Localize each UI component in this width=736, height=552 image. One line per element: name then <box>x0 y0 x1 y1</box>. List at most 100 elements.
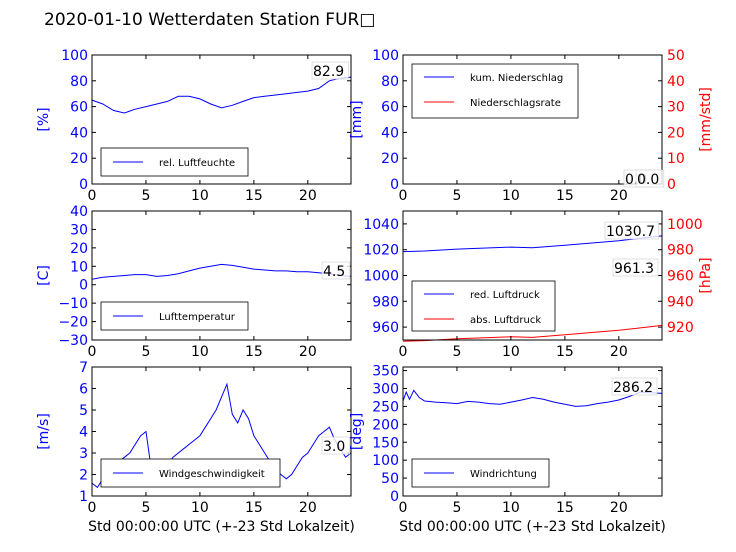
series-line-red-luftdruck <box>402 235 663 253</box>
x-tick-label: 20 <box>299 188 317 204</box>
y-tick-label: 0 <box>79 177 88 193</box>
y-axis-label: [mm] <box>349 100 365 138</box>
y-tick-label: 250 <box>372 399 399 415</box>
y-tick-label: 300 <box>372 382 399 398</box>
y-tick-label: 100 <box>61 48 88 64</box>
axes-frame <box>91 210 352 341</box>
y-tick-label: 4 <box>79 425 88 441</box>
y-tick-label: 350 <box>372 364 399 380</box>
x-tick-label: 0 <box>88 500 97 516</box>
axes-frame <box>91 54 352 185</box>
y2-axis-label: [hPa] <box>698 257 714 293</box>
x-tick-label: 10 <box>191 344 209 360</box>
x-tick-label: 20 <box>610 500 628 516</box>
y-tick-label: 20 <box>381 151 399 167</box>
y2-tick-label: 940 <box>667 294 694 310</box>
series-line-lufttemperatur <box>91 263 352 280</box>
y-tick-label: 60 <box>70 100 88 116</box>
x-tick-label: 20 <box>610 188 628 204</box>
y-tick-label: 200 <box>372 417 399 433</box>
x-tick-label: 0 <box>399 188 408 204</box>
last-value-label: 4.5 <box>323 264 345 280</box>
x-tick-label: 5 <box>141 344 150 360</box>
x-tick-label: 0 <box>399 344 408 360</box>
last-value-label: 961.3 <box>614 261 654 277</box>
x-tick-label: 0 <box>399 500 408 516</box>
y-axis-label: [deg] <box>349 413 365 450</box>
x-tick-label: 0 <box>88 344 97 360</box>
y-tick-label: 60 <box>381 100 399 116</box>
y-tick-label: 50 <box>381 471 399 487</box>
last-value-label: 1030.7 <box>606 224 655 240</box>
y-tick-label: 40 <box>70 204 88 220</box>
x-tick-label: 15 <box>245 188 263 204</box>
value-label-box <box>321 436 351 455</box>
x-tick-label: 20 <box>299 344 317 360</box>
value-label-box <box>612 258 659 277</box>
y-tick-label: 1 <box>79 489 88 505</box>
wind-panel: 0 5 10 15 20 1 2 3 4 5 6 7 [m/s] Std 00:00:00 UTC (+-… <box>36 360 355 535</box>
y2-tick-label: 10 <box>667 151 685 167</box>
legend-box <box>411 280 556 332</box>
axes-frame <box>402 366 663 497</box>
x-tick-label: 20 <box>299 500 317 516</box>
y-tick-label: 100 <box>372 453 399 469</box>
y-tick-label: 1040 <box>363 217 399 233</box>
y-axis-label: [%] <box>36 107 52 131</box>
y-tick-label: 80 <box>70 74 88 90</box>
humidity-panel: 0 5 10 15 20 0 20 40 60 80 100 [%] rel. Luftfeuchte 8… <box>36 48 352 204</box>
y2-tick-label: 980 <box>667 243 694 259</box>
y-axis-label: [m/s] <box>36 413 52 450</box>
x-tick-label: 0 <box>88 188 97 204</box>
y-tick-label: 960 <box>372 320 399 336</box>
y2-tick-label: 0 <box>667 177 676 193</box>
last-value-label: 286.2 <box>613 380 653 396</box>
y-tick-label: −10 <box>58 296 88 312</box>
y-tick-label: 0 <box>390 489 399 505</box>
value-label-box <box>311 61 349 80</box>
x-tick-label: 5 <box>452 500 461 516</box>
x-tick-label: 10 <box>502 500 520 516</box>
y-tick-label: 2 <box>79 468 88 484</box>
x-tick-label: 15 <box>556 188 574 204</box>
axes-frame <box>402 54 663 185</box>
y-tick-label: 100 <box>372 48 399 64</box>
y-tick-label: 150 <box>372 435 399 451</box>
y-tick-label: 1020 <box>363 243 399 259</box>
last-value-label: 82.9 <box>313 64 344 80</box>
y-tick-label: 20 <box>70 151 88 167</box>
temperature-panel: 0 5 10 15 20 −30 −20 −10 0 10 20 30 40 [C] Lufttempera… <box>36 204 352 360</box>
y2-tick-label: 20 <box>667 125 685 141</box>
y-tick-label: −30 <box>58 333 88 349</box>
value-label-box <box>611 377 658 396</box>
legend-label: Windgeschwindigkeit <box>159 469 265 480</box>
y-tick-label: 40 <box>381 125 399 141</box>
legend-label: Lufttemperatur <box>159 312 236 323</box>
y-tick-label: 6 <box>79 382 88 398</box>
x-tick-label: 5 <box>141 500 150 516</box>
y-tick-label: 1000 <box>363 269 399 285</box>
y2-tick-label: 40 <box>667 74 685 90</box>
legend-label: Niederschlagsrate <box>470 98 561 109</box>
y2-tick-label: 30 <box>667 100 685 116</box>
y2-tick-label: 1000 <box>667 217 703 233</box>
y2-tick-label: 960 <box>667 269 694 285</box>
y2-tick-label: 50 <box>667 48 685 64</box>
series-line-rel-luftfeuchte <box>91 76 352 114</box>
x-tick-label: 10 <box>191 188 209 204</box>
y-tick-label: 20 <box>70 241 88 257</box>
last-value-label: 3.0 <box>323 439 345 455</box>
precip-panel: 0 5 10 15 20 0 20 40 60 80 100 0 10 20 30 40 50 [mm/std] [… <box>349 48 714 204</box>
legend-label: red. Luftdruck <box>470 290 540 301</box>
legend-box <box>411 63 579 119</box>
y2-axis-label: [mm/std] <box>698 87 714 152</box>
y-tick-label: 3 <box>79 446 88 462</box>
value-label-box <box>635 169 665 188</box>
series-line-windrichtung <box>402 389 663 407</box>
y-tick-label: 10 <box>70 259 88 275</box>
x-tick-label: 5 <box>452 188 461 204</box>
y-tick-label: 5 <box>79 403 88 419</box>
y-tick-label: 40 <box>70 125 88 141</box>
